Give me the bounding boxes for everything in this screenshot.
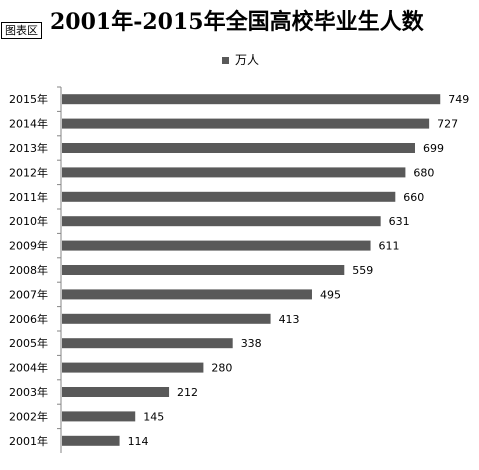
data-label: 680 [413, 166, 434, 179]
bar [62, 94, 441, 105]
bar [62, 118, 430, 129]
data-label: 749 [448, 93, 469, 106]
bar [62, 435, 120, 446]
data-label: 145 [143, 410, 164, 423]
data-label: 212 [177, 386, 198, 399]
data-label: 631 [389, 215, 410, 228]
category-label: 2011年 [9, 190, 48, 204]
bar [62, 265, 345, 275]
category-label: 2006年 [9, 312, 48, 326]
bar [62, 289, 312, 300]
category-label: 2002年 [9, 409, 48, 423]
data-label: 699 [423, 142, 444, 155]
bar [62, 387, 170, 397]
category-label: 2003年 [9, 385, 48, 399]
data-label: 611 [379, 240, 400, 253]
category-label: 2009年 [9, 239, 48, 253]
category-label: 2014年 [9, 117, 48, 131]
category-label: 2015年 [9, 92, 48, 106]
legend: 万人 [222, 52, 259, 68]
data-label: 727 [437, 118, 458, 131]
data-label: 559 [352, 264, 373, 277]
data-label: 660 [403, 191, 424, 204]
bar [62, 143, 415, 153]
bar [62, 191, 396, 202]
bar [62, 338, 233, 349]
data-label: 413 [279, 313, 300, 326]
category-label: 2013年 [9, 141, 48, 155]
data-label: 280 [211, 362, 232, 375]
data-label: 338 [241, 337, 262, 350]
bar [62, 411, 136, 422]
category-label: 2007年 [9, 287, 48, 301]
bar [62, 362, 204, 373]
category-label: 2008年 [9, 263, 48, 277]
legend-swatch [222, 56, 229, 64]
chart-title: 2001年-2015年全国高校毕业生人数 [50, 9, 424, 35]
category-label: 2010年 [9, 214, 48, 228]
data-label: 495 [320, 288, 341, 301]
bar [62, 313, 271, 324]
bar [62, 167, 406, 178]
legend-label: 万人 [235, 53, 260, 67]
category-label: 2005年 [9, 336, 48, 350]
bar [62, 240, 371, 251]
chart-area-tag[interactable]: 图表区 [1, 22, 42, 39]
bar [62, 216, 381, 227]
category-label: 2001年 [9, 434, 48, 448]
data-label: 114 [128, 435, 149, 448]
category-label: 2004年 [9, 361, 48, 375]
category-label: 2012年 [9, 165, 48, 179]
